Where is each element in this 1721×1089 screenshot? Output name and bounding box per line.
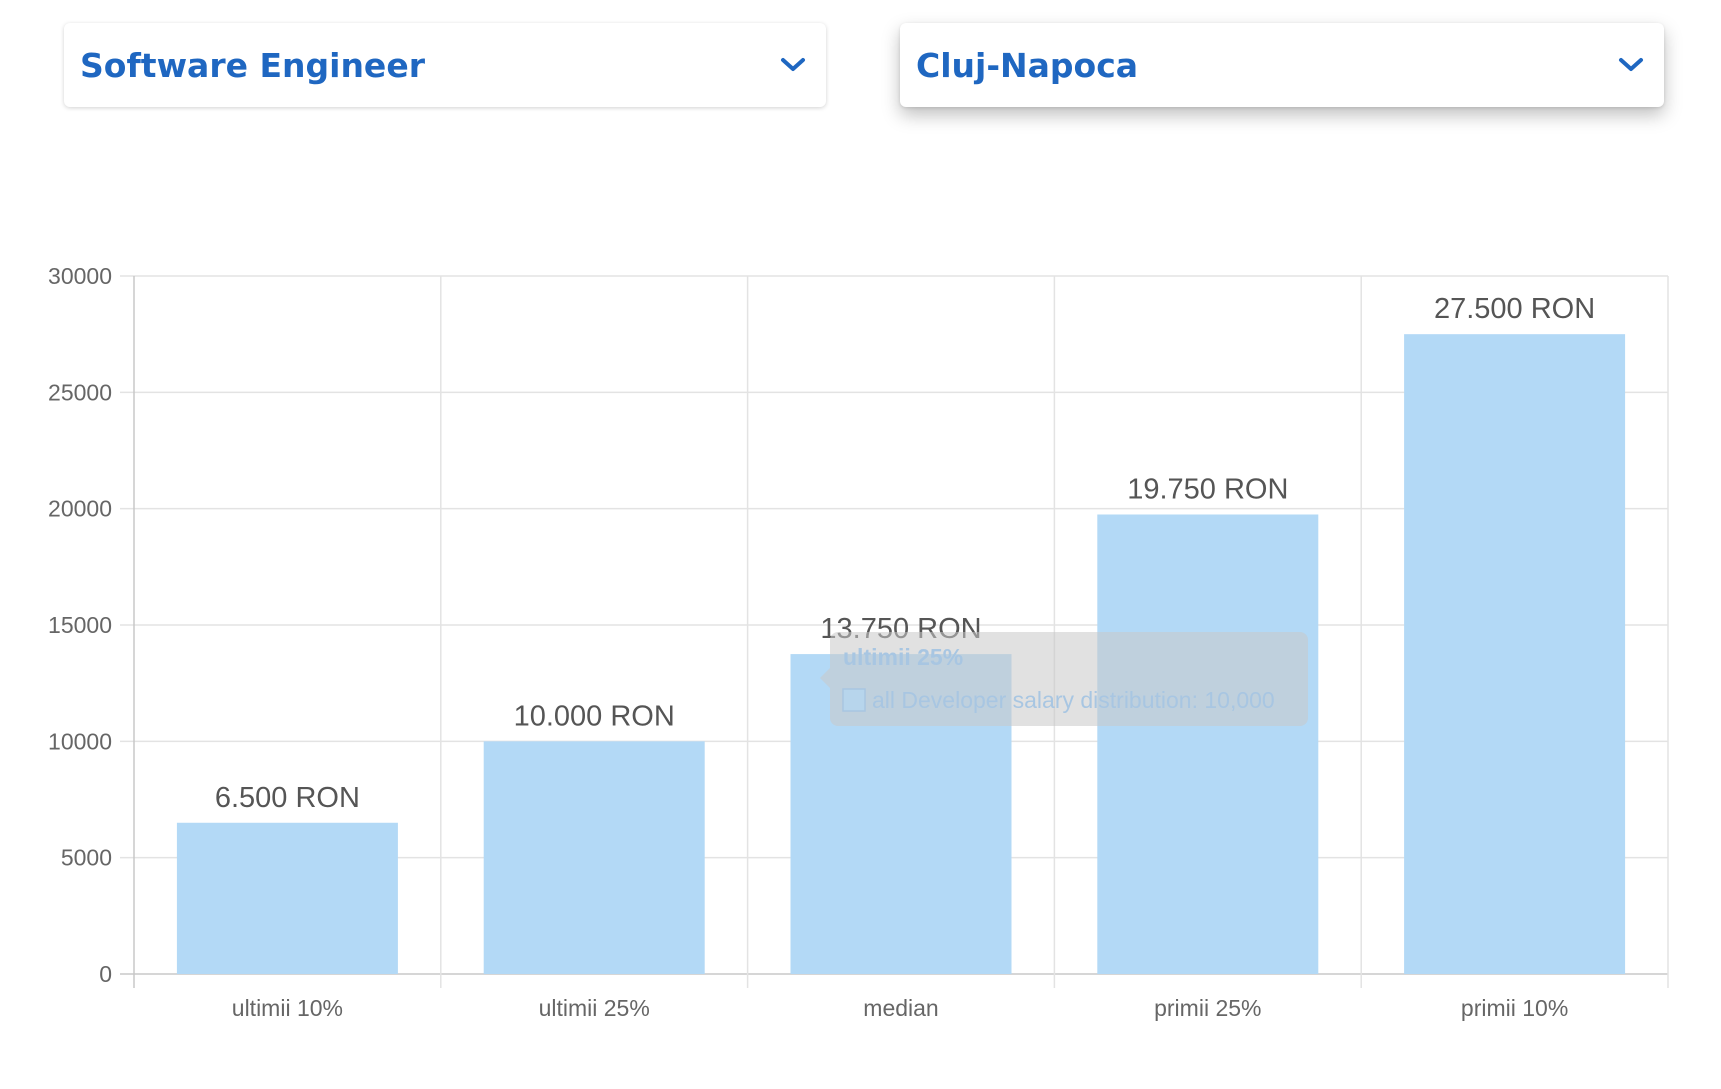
y-tick-label: 25000	[48, 379, 112, 405]
x-category-label: ultimii 10%	[232, 995, 343, 1021]
bar[interactable]	[483, 741, 705, 974]
x-category-label: median	[863, 995, 938, 1021]
job-title-select[interactable]: Software Engineer	[64, 23, 826, 107]
y-tick-label: 30000	[48, 263, 112, 289]
job-title-value: Software Engineer	[80, 45, 425, 85]
x-category-label: ultimii 25%	[539, 995, 650, 1021]
y-tick-label: 10000	[48, 728, 112, 754]
y-tick-label: 15000	[48, 612, 112, 638]
bar-value-label: 10.000 RON	[514, 700, 675, 732]
bar-value-label: 6.500 RON	[215, 782, 360, 814]
bar-value-label: 27.500 RON	[1434, 293, 1595, 325]
tooltip-caret	[820, 668, 830, 688]
bar-value-label: 19.750 RON	[1127, 473, 1288, 505]
tooltip	[830, 632, 1308, 726]
bar[interactable]	[1097, 514, 1319, 974]
chevron-down-icon[interactable]	[778, 50, 808, 80]
city-value: Cluj-Napoca	[916, 45, 1139, 85]
x-category-label: primii 10%	[1461, 995, 1568, 1021]
y-tick-label: 20000	[48, 496, 112, 522]
bar[interactable]	[1404, 334, 1626, 975]
tooltip-title: ultimii 25%	[843, 644, 963, 670]
tooltip-swatch	[842, 688, 866, 712]
city-select[interactable]: Cluj-Napoca	[900, 23, 1664, 107]
y-tick-label: 5000	[61, 845, 112, 871]
tooltip-body: all Developer salary distribution: 10,00…	[872, 687, 1275, 713]
y-tick-label: 0	[99, 961, 112, 987]
x-category-label: primii 25%	[1154, 995, 1261, 1021]
bar[interactable]	[176, 822, 398, 974]
chevron-down-icon[interactable]	[1616, 50, 1646, 80]
